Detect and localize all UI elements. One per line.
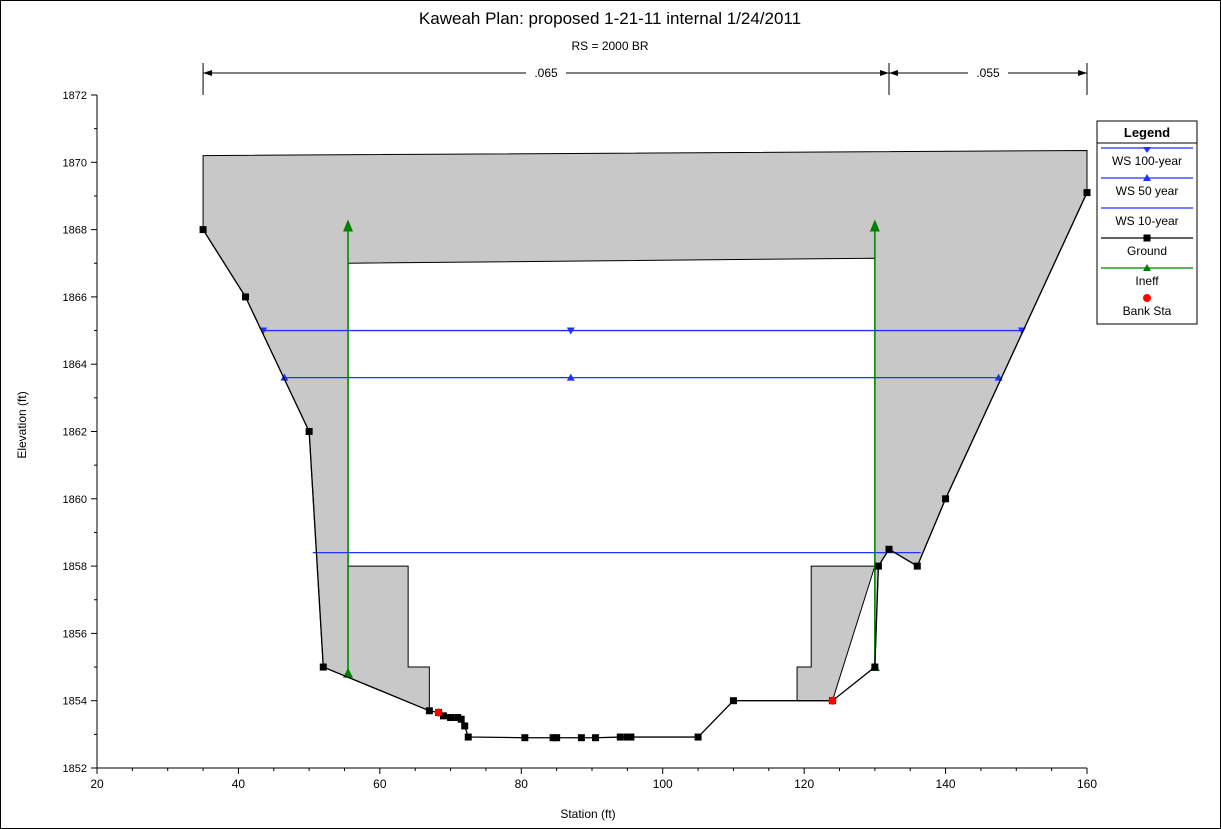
x-tick-label: 160 — [1077, 777, 1097, 791]
y-tick-label: 1856 — [63, 628, 87, 640]
ground-point — [242, 293, 249, 301]
ground-point — [942, 495, 950, 503]
bank-station-point — [434, 708, 443, 717]
legend-marker — [1143, 294, 1151, 302]
ineff-arrow-top — [343, 219, 354, 232]
ground-point — [694, 733, 702, 741]
legend-entry-label: Ineff — [1135, 274, 1159, 288]
ground-point — [577, 734, 585, 742]
legend-title: Legend — [1124, 125, 1170, 140]
ground-point — [425, 707, 433, 715]
x-tick-label: 40 — [232, 777, 246, 791]
x-tick-label: 20 — [90, 777, 104, 791]
chart-title: Kaweah Plan: proposed 1-21-11 internal 1… — [419, 9, 801, 28]
y-tick-label: 1868 — [63, 225, 87, 237]
mannings-arrow-left — [889, 70, 898, 76]
x-tick-label: 60 — [373, 777, 387, 791]
y-axis-label: Elevation (ft) — [15, 391, 29, 458]
x-tick-label: 80 — [515, 777, 529, 791]
legend-marker — [1143, 147, 1151, 153]
ground-point — [464, 733, 472, 741]
mannings-arrow-right — [880, 70, 889, 76]
ground-point — [885, 545, 893, 553]
y-tick-label: 1852 — [63, 763, 87, 775]
ground-point — [729, 697, 737, 705]
ground-point — [874, 562, 882, 570]
ws-marker — [566, 373, 575, 381]
ground-point — [592, 734, 600, 742]
y-tick-label: 1860 — [63, 494, 87, 506]
ground-point — [440, 712, 447, 720]
plot-area: 1852 1854 1856 1858 1860 1862 1864 1866 1868 1870… — [63, 63, 1097, 791]
ground-point — [461, 722, 469, 730]
y-tick-label: 1858 — [63, 561, 87, 573]
legend-marker — [1143, 264, 1151, 271]
legend-entry-label: Ground — [1127, 244, 1167, 258]
y-tick-label: 1866 — [63, 292, 87, 304]
legend-marker — [1143, 174, 1151, 181]
ground-point — [549, 734, 557, 742]
legend: Legend WS 100-year WS 50 year WS 10-year Gro… — [1096, 120, 1198, 325]
legend-entry-label: WS 10-year — [1115, 214, 1178, 228]
ground-point — [871, 663, 879, 671]
ground-point — [913, 562, 921, 570]
chart-subtitle: RS = 2000 BR — [571, 39, 648, 53]
legend-marker — [1143, 234, 1151, 242]
pier-1 — [347, 565, 430, 712]
mannings-arrow-right — [1078, 70, 1087, 76]
ground-point — [627, 733, 635, 741]
x-tick-label: 120 — [794, 777, 814, 791]
y-tick-label: 1870 — [63, 157, 87, 169]
ineff-arrow-top — [869, 219, 880, 232]
legend-box — [1096, 120, 1198, 325]
ground-point — [1083, 189, 1091, 197]
legend-entry-label: Bank Sta — [1123, 304, 1172, 318]
legend-entry-label: WS 100-year — [1112, 154, 1182, 168]
mannings-label: .065 — [534, 66, 558, 80]
x-tick-label: 140 — [936, 777, 956, 791]
y-tick-label: 1854 — [63, 696, 87, 708]
legend-entry-label: WS 50 year — [1116, 184, 1179, 198]
x-tick-label: 100 — [653, 777, 673, 791]
ground-point — [521, 734, 529, 742]
ground-point — [319, 663, 327, 671]
ground-point — [616, 733, 624, 741]
x-axis-label: Station (ft) — [560, 807, 615, 821]
ws-marker — [566, 327, 575, 335]
y-tick-label: 1872 — [63, 90, 87, 102]
ground-point — [305, 428, 313, 435]
y-tick-label: 1862 — [63, 427, 87, 439]
ws-marker — [280, 373, 289, 381]
pier-2 — [796, 565, 876, 702]
ground-point — [457, 715, 465, 723]
ground-point — [447, 714, 455, 722]
bridge-deck-fill — [202, 150, 1088, 679]
bank-station-point — [828, 696, 837, 705]
ground-point — [623, 733, 631, 741]
mannings-label-bg — [968, 64, 1008, 80]
y-tick-label: 1864 — [63, 359, 87, 371]
ineff-marker — [343, 667, 354, 678]
mannings-label: .055 — [976, 66, 1000, 80]
channel-clear — [436, 700, 734, 738]
mannings-arrow-left — [203, 70, 213, 76]
ground-point — [454, 714, 462, 722]
ground-point — [199, 226, 207, 234]
ground-point — [553, 734, 561, 742]
mannings-label-bg — [526, 64, 567, 80]
